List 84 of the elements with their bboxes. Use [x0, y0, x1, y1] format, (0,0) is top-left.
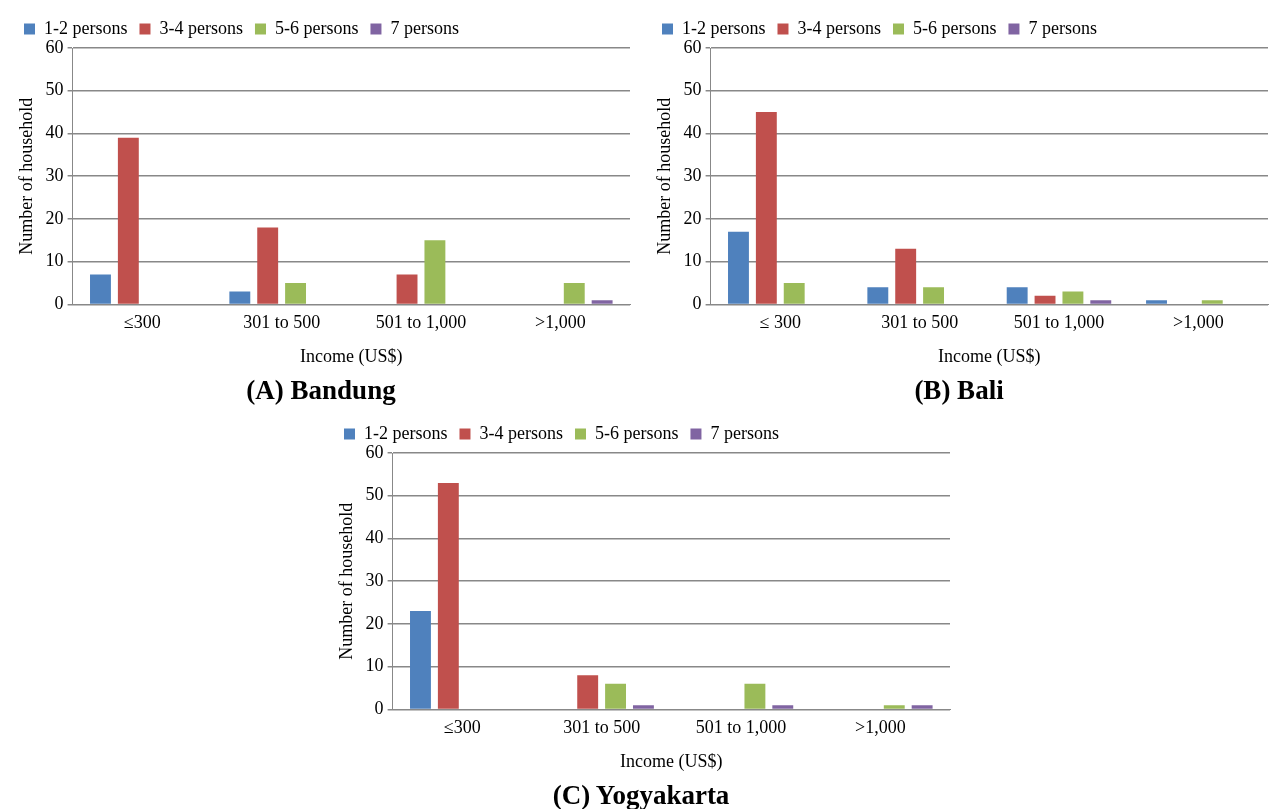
- legend-label: 3-4 persons: [479, 422, 563, 443]
- bar: [1062, 291, 1084, 304]
- x-tick-label: 501 to 1,000: [695, 716, 787, 737]
- legend-label: 7 persons: [1028, 17, 1097, 38]
- y-tick-label: 30: [365, 569, 384, 590]
- y-tick-label: 40: [365, 527, 384, 548]
- bar: [632, 705, 654, 709]
- bar: [1034, 295, 1056, 304]
- bar: [410, 611, 431, 709]
- y-tick-label: 20: [45, 207, 64, 228]
- y-tick-label: 0: [692, 293, 702, 314]
- legend-label: 1-2 persons: [682, 17, 766, 38]
- legend-label: 5-6 persons: [912, 17, 997, 38]
- y-tick-label: 40: [683, 122, 702, 143]
- bar: [755, 112, 777, 304]
- text: (B) Bali: [914, 374, 1005, 405]
- legend-label: 7 persons: [390, 17, 459, 38]
- bar: [437, 482, 459, 709]
- bar: [923, 287, 945, 304]
- legend-label: 3-4 persons: [159, 17, 243, 38]
- x-axis-title: Income (US$): [620, 750, 723, 772]
- legend-label: 7 persons: [710, 422, 779, 443]
- bar: [229, 291, 251, 304]
- bar: [895, 248, 917, 304]
- y-tick-label: 0: [374, 698, 384, 719]
- y-tick-label: 40: [45, 122, 64, 143]
- bar: [396, 274, 418, 304]
- y-tick-label: 60: [365, 441, 384, 462]
- y-tick-label: 50: [365, 484, 384, 505]
- bar: [563, 283, 585, 304]
- x-tick-label: >1,000: [1173, 311, 1224, 332]
- bar: [117, 137, 139, 304]
- legend-label: 5-6 persons: [274, 17, 359, 38]
- text: (A) Bandung: [246, 374, 397, 405]
- y-axis-title: Number of household: [335, 502, 356, 660]
- x-tick-label: 301 to 500: [881, 311, 959, 332]
- bar: [1146, 300, 1167, 304]
- bar: [591, 300, 613, 304]
- legend-label: 1-2 persons: [44, 17, 128, 38]
- y-tick-label: 30: [45, 164, 64, 185]
- bar: [728, 231, 749, 304]
- y-tick-label: 0: [54, 293, 64, 314]
- y-tick-label: 10: [365, 655, 384, 676]
- bar: [1006, 287, 1028, 304]
- y-axis-title: Number of household: [653, 97, 674, 255]
- x-tick-label: ≤300: [443, 716, 481, 737]
- bar: [90, 274, 111, 304]
- legend-label: 3-4 persons: [797, 17, 881, 38]
- x-tick-label: >1,000: [855, 716, 906, 737]
- bar: [424, 240, 446, 304]
- bar: [577, 675, 599, 709]
- y-tick-label: 60: [45, 36, 64, 57]
- bar: [605, 683, 627, 709]
- bar: [744, 683, 766, 709]
- y-tick-label: 20: [683, 207, 702, 228]
- y-tick-label: 50: [683, 79, 702, 100]
- bar: [783, 283, 805, 304]
- x-tick-label: 501 to 1,000: [375, 311, 467, 332]
- x-tick-label: ≤300: [123, 311, 161, 332]
- y-tick-label: 60: [683, 36, 702, 57]
- bar: [883, 705, 905, 709]
- y-tick-label: 10: [45, 250, 64, 271]
- bar: [257, 227, 279, 304]
- x-tick-label: 501 to 1,000: [1013, 311, 1105, 332]
- y-tick-label: 10: [683, 250, 702, 271]
- y-tick-label: 30: [683, 164, 702, 185]
- x-tick-label: 301 to 500: [563, 716, 641, 737]
- text: (C) Yogyakarta: [552, 779, 730, 809]
- bar: [1201, 300, 1223, 304]
- y-tick-label: 20: [365, 612, 384, 633]
- x-axis-title: Income (US$): [300, 345, 403, 367]
- bar: [867, 287, 889, 304]
- y-tick-label: 50: [45, 79, 64, 100]
- bar: [1090, 300, 1112, 304]
- y-axis-title: Number of household: [15, 97, 36, 255]
- bar: [285, 283, 307, 304]
- legend-label: 1-2 persons: [364, 422, 448, 443]
- x-tick-label: >1,000: [535, 311, 586, 332]
- x-tick-label: 301 to 500: [243, 311, 321, 332]
- x-tick-label: ≤ 300: [759, 311, 801, 332]
- bar: [911, 705, 933, 709]
- bar: [772, 705, 794, 709]
- x-axis-title: Income (US$): [938, 345, 1041, 367]
- legend-label: 5-6 persons: [594, 422, 679, 443]
